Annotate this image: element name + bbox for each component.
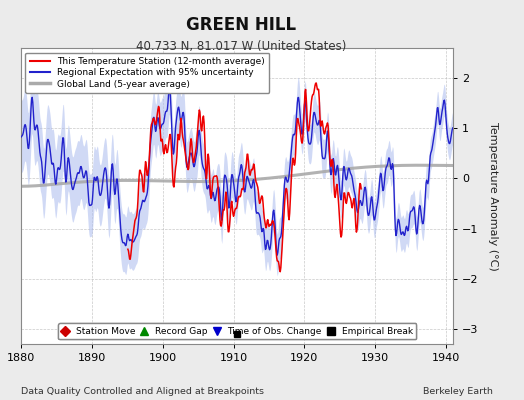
Text: Data Quality Controlled and Aligned at Breakpoints: Data Quality Controlled and Aligned at B… xyxy=(21,387,264,396)
Text: 40.733 N, 81.017 W (United States): 40.733 N, 81.017 W (United States) xyxy=(136,40,346,53)
Text: Berkeley Earth: Berkeley Earth xyxy=(423,387,493,396)
Text: GREEN HILL: GREEN HILL xyxy=(186,16,296,34)
Legend: Station Move, Record Gap, Time of Obs. Change, Empirical Break: Station Move, Record Gap, Time of Obs. C… xyxy=(58,323,417,340)
Y-axis label: Temperature Anomaly (°C): Temperature Anomaly (°C) xyxy=(488,122,498,270)
